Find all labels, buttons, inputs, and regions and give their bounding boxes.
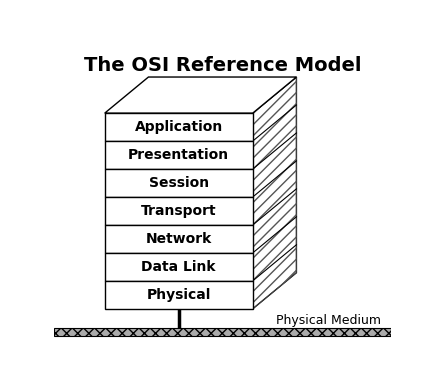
Bar	[105, 141, 253, 169]
Text: Presentation: Presentation	[128, 148, 229, 162]
Bar	[105, 169, 253, 197]
Text: Physical: Physical	[147, 288, 211, 302]
Bar	[105, 253, 253, 281]
Text: The OSI Reference Model: The OSI Reference Model	[84, 56, 361, 75]
Text: Transport: Transport	[141, 204, 217, 218]
Polygon shape	[253, 77, 296, 309]
Bar	[105, 225, 253, 253]
Polygon shape	[105, 77, 296, 113]
Text: Data Link: Data Link	[141, 260, 216, 274]
Bar	[105, 281, 253, 309]
Text: Application: Application	[135, 120, 223, 134]
Bar	[54, 328, 391, 336]
Text: Session: Session	[148, 176, 209, 190]
Text: Physical Medium: Physical Medium	[276, 314, 381, 327]
Text: Network: Network	[145, 232, 212, 246]
Bar	[105, 113, 253, 141]
Bar	[105, 197, 253, 225]
